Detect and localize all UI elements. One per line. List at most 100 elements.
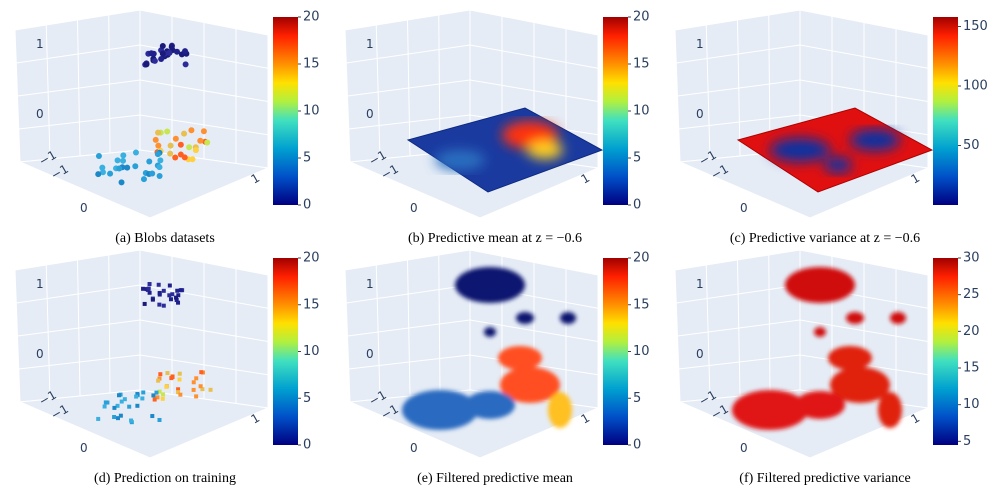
scene-pane bbox=[18, 389, 270, 459]
scatter-point bbox=[158, 55, 165, 62]
axis-label: 1 bbox=[249, 171, 263, 187]
caption: (e) Filtered predictive mean bbox=[417, 471, 573, 486]
scatter-point bbox=[150, 414, 155, 419]
caption: (d) Prediction on training bbox=[94, 471, 236, 486]
scatter-point bbox=[105, 400, 110, 405]
volume-blob bbox=[560, 312, 576, 324]
volume-blob bbox=[498, 346, 542, 370]
colorbar-tick-label: 150 bbox=[963, 19, 988, 34]
scatter-point bbox=[194, 394, 199, 399]
colorbar-tick-label: 20 bbox=[633, 10, 650, 25]
surface-field bbox=[770, 129, 900, 173]
colorbar-tick-label: 25 bbox=[963, 287, 980, 302]
scatter-point bbox=[155, 395, 160, 400]
scatter-point bbox=[150, 297, 155, 302]
colorbar bbox=[273, 258, 298, 445]
scatter-point bbox=[127, 404, 132, 409]
scatter-point bbox=[99, 164, 106, 171]
colorbar-tick-label: 10 bbox=[633, 344, 650, 359]
scatter-point bbox=[177, 371, 182, 376]
scatter-point bbox=[143, 61, 150, 68]
scatter-point bbox=[157, 302, 162, 307]
colorbar-tick-label: 10 bbox=[303, 104, 320, 119]
colorbar-tick-label: 100 bbox=[963, 79, 988, 94]
colorbar-tick-label: 0 bbox=[633, 198, 641, 213]
scatter-point bbox=[155, 129, 162, 136]
scatter-point bbox=[120, 152, 127, 159]
scatter-point bbox=[161, 288, 166, 293]
field-blob bbox=[527, 141, 563, 159]
colorbar-tick-label: 0 bbox=[303, 438, 311, 453]
caption: (c) Predictive variance at z = −0.6 bbox=[730, 231, 920, 246]
scatter-point bbox=[124, 164, 131, 171]
scatter-point bbox=[172, 154, 179, 161]
scene-grid bbox=[108, 14, 111, 154]
scatter-point bbox=[191, 380, 196, 385]
volume-blob bbox=[828, 346, 872, 370]
scatter-point bbox=[176, 390, 181, 395]
scatter-point bbox=[204, 139, 211, 146]
volume-blob bbox=[846, 312, 864, 324]
scatter-point bbox=[118, 179, 125, 186]
axis-label: 0 bbox=[366, 107, 374, 121]
colorbar bbox=[603, 17, 628, 205]
field-blob bbox=[435, 150, 485, 170]
scatter-point bbox=[177, 377, 182, 382]
axis-label: 0 bbox=[36, 107, 44, 121]
scatter-point bbox=[146, 158, 153, 165]
scatter-point bbox=[116, 165, 123, 172]
scatter-point bbox=[157, 389, 162, 394]
scatter-point bbox=[160, 396, 165, 401]
axis-label: 0 bbox=[80, 201, 88, 215]
scatter-point bbox=[208, 387, 213, 392]
colorbar-tick-label: 20 bbox=[303, 251, 320, 266]
colorbar-tick-label: 15 bbox=[633, 297, 650, 312]
colorbar-tick-label: 10 bbox=[633, 104, 650, 119]
scatter-point bbox=[141, 286, 146, 291]
scene-grid bbox=[407, 259, 411, 397]
scatter-point bbox=[174, 295, 179, 300]
scatter-point bbox=[118, 413, 123, 418]
colorbar bbox=[933, 17, 958, 205]
axis-label: 1 bbox=[579, 171, 593, 187]
caption: (b) Predictive mean at z = −0.6 bbox=[408, 231, 582, 246]
volume-blob bbox=[814, 327, 826, 337]
colorbar-tick-label: 15 bbox=[963, 361, 980, 376]
scatter-point bbox=[200, 128, 207, 135]
scatter-point bbox=[176, 300, 181, 305]
scatter-point bbox=[175, 288, 180, 293]
scatter-point bbox=[186, 144, 193, 151]
colorbar-tick-label: 5 bbox=[303, 151, 311, 166]
field-blob bbox=[824, 157, 852, 173]
scene-grid bbox=[438, 14, 441, 154]
scatter-point bbox=[166, 49, 173, 56]
scatter-point bbox=[96, 416, 101, 421]
scatter-point bbox=[147, 282, 152, 287]
volume-blob bbox=[732, 390, 808, 430]
scatter-point bbox=[194, 376, 199, 381]
scatter-point bbox=[164, 384, 169, 389]
scatter-point bbox=[172, 135, 179, 142]
volume-blob bbox=[795, 391, 845, 419]
scene-grid bbox=[438, 254, 441, 394]
colorbar bbox=[933, 258, 958, 445]
axis-label: 0 bbox=[80, 441, 88, 455]
scatter-point bbox=[117, 393, 121, 398]
volume-blob bbox=[548, 392, 572, 428]
colorbar-tick-label: 15 bbox=[633, 57, 650, 72]
scatter-point bbox=[170, 374, 175, 379]
scatter-point bbox=[174, 48, 181, 55]
surface-field bbox=[435, 121, 563, 170]
colorbar-tick-label: 30 bbox=[963, 251, 980, 266]
scatter-point bbox=[122, 397, 127, 402]
axis-label: 0 bbox=[740, 441, 748, 455]
scene-grid bbox=[768, 14, 771, 154]
axis-label: 1 bbox=[579, 411, 593, 427]
axis-label: 0 bbox=[696, 347, 704, 361]
scatter-point bbox=[140, 176, 147, 183]
scatter-point bbox=[156, 172, 163, 179]
scatter-point bbox=[149, 170, 156, 177]
